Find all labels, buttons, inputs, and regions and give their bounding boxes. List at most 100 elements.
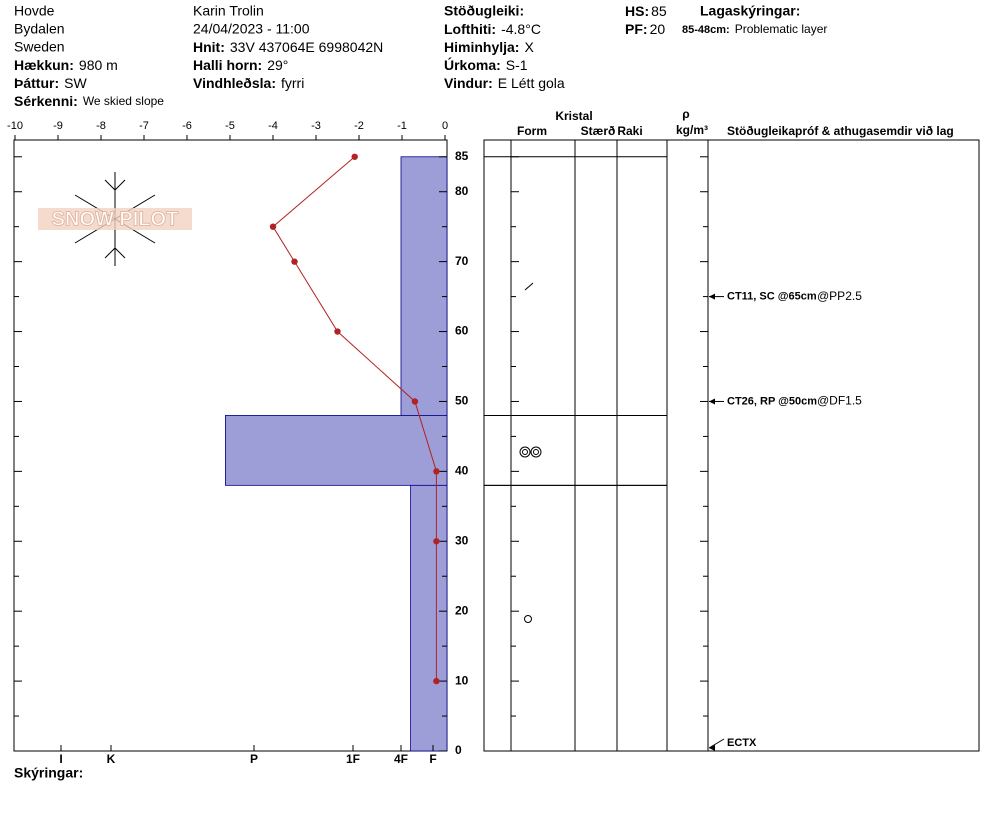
layer-note-label: 85-48cm: xyxy=(682,24,730,36)
arrow-head xyxy=(709,293,715,300)
hardness-bar xyxy=(410,484,448,752)
x-tick-label: -2 xyxy=(354,120,364,132)
table-header: Kristal xyxy=(555,109,592,123)
site-field-label: Sérkenni: xyxy=(14,93,78,109)
weather-field-value: X xyxy=(524,39,534,55)
slope-field-value: fyrri xyxy=(281,75,304,91)
table-header: Stöðugleikapróf & athugasemdir við lag xyxy=(727,124,954,138)
logo-band xyxy=(38,208,192,230)
weather-field-value: E Létt gola xyxy=(498,75,565,91)
y-tick-label: 80 xyxy=(455,184,469,198)
temperature-point xyxy=(433,468,440,475)
x-tick-label: -9 xyxy=(53,120,63,132)
x-tick-label: -1 xyxy=(397,120,407,132)
y-tick-label: 40 xyxy=(455,464,469,478)
y-tick-label: 60 xyxy=(455,324,469,338)
temperature-point xyxy=(291,258,298,265)
site-field: Þáttur: SW xyxy=(14,75,87,91)
footer: Skýringar: xyxy=(14,765,83,781)
hardness-bar xyxy=(400,156,448,416)
temperature-point xyxy=(433,677,440,685)
stability-label: Stöðugleiki: xyxy=(444,3,524,19)
y-tick-label: 20 xyxy=(455,603,469,617)
datetime: 24/04/2023 - 11:00 xyxy=(193,21,310,37)
location: Bydalen xyxy=(14,21,65,37)
table-header: Stærð xyxy=(581,124,616,138)
x-tick-label: -5 xyxy=(225,120,235,132)
hardness-tick-label: I xyxy=(59,752,62,766)
x-tick-label: -3 xyxy=(311,120,321,132)
arrow-head xyxy=(709,745,715,751)
y-tick-label: 30 xyxy=(455,533,469,547)
x-tick-label: -4 xyxy=(268,120,278,132)
slope-field-label: Halli horn: xyxy=(193,57,262,73)
y-tick-label: 0 xyxy=(455,743,462,757)
test-note: @DF1.5 xyxy=(817,394,862,408)
location: Hovde xyxy=(14,3,55,19)
slope-field-label: Hnit: xyxy=(193,39,225,55)
test-arrow xyxy=(708,738,725,749)
hs: HS: 85 xyxy=(625,3,667,19)
temperature-point xyxy=(411,398,419,405)
test-result: CT26, RP @50cm xyxy=(727,395,817,407)
hardness-tick-label: 4F xyxy=(394,752,408,766)
site-field-value: 980 m xyxy=(79,57,118,73)
temperature-point xyxy=(433,538,440,545)
table-header: ρ xyxy=(682,107,689,121)
y-tick-label: 70 xyxy=(455,254,469,268)
site-field: Sérkenni: We skied slope xyxy=(14,93,164,109)
x-tick-label: 0 xyxy=(442,120,448,132)
temperature-line xyxy=(272,156,437,682)
layer-note: 85-48cm: Problematic layer xyxy=(682,22,827,36)
y-tick-label: 85 xyxy=(455,149,469,163)
logo-text: SNOW PILOT xyxy=(52,208,179,230)
temperature-point xyxy=(269,223,277,230)
hardness-tick-label: P xyxy=(250,752,258,766)
x-tick-label: -6 xyxy=(182,120,192,132)
table-header: kg/m³ xyxy=(676,123,708,137)
slope-field: Halli horn: 29° xyxy=(193,57,288,73)
hs-label: HS: xyxy=(625,3,649,19)
hardness-tick-label: F xyxy=(429,752,436,766)
site-field-label: Hækkun: xyxy=(14,57,74,73)
hardness-bar xyxy=(224,415,448,486)
x-tick-label: -10 xyxy=(7,120,23,132)
slope-field-value: 33V 437064E 6998042N xyxy=(230,39,383,55)
y-tick-label: 50 xyxy=(455,394,469,408)
weather-field-label: Lofthiti: xyxy=(444,21,496,37)
slope-field-label: Vindhleðsla: xyxy=(193,75,276,91)
weather-field-value: -4.8°C xyxy=(501,21,541,37)
legend-title: Lagaskýringar: xyxy=(700,3,800,19)
weather-field: Vindur: E Létt gola xyxy=(444,75,565,91)
table-header: Form xyxy=(517,124,547,138)
temperature-point xyxy=(334,328,341,335)
test-result: ECTX xyxy=(727,737,757,749)
weather-field: Himinhylja: X xyxy=(444,39,534,55)
site-field-value: SW xyxy=(64,75,87,91)
pf-label: PF: xyxy=(625,21,648,37)
location: Sweden xyxy=(14,39,65,55)
pf: PF: 20 xyxy=(625,21,665,37)
site-field-value: We skied slope xyxy=(83,94,164,108)
test-note: @PP2.5 xyxy=(817,289,862,303)
table-header: Raki xyxy=(617,124,642,138)
site-field: Hækkun: 980 m xyxy=(14,57,118,73)
layer-table-frame xyxy=(483,139,980,752)
site-field-label: Þáttur: xyxy=(14,75,59,91)
slope-field-value: 29° xyxy=(267,57,288,73)
weather-field-label: Himinhylja: xyxy=(444,39,519,55)
weather-field-value: S-1 xyxy=(506,57,528,73)
pf-value: 20 xyxy=(650,21,666,37)
hs-value: 85 xyxy=(651,3,667,19)
arrow-head xyxy=(709,398,715,405)
y-tick-label: 10 xyxy=(455,673,469,687)
form-symbols xyxy=(519,282,542,623)
hardness-tick-label: 1F xyxy=(346,752,360,766)
test-result: CT11, SC @65cm xyxy=(727,291,817,303)
slope-field: Vindhleðsla: fyrri xyxy=(193,75,304,91)
temperature-point xyxy=(351,153,358,160)
x-tick-label: -8 xyxy=(96,120,106,132)
weather-field-label: Vindur: xyxy=(444,75,493,91)
weather-field: Úrkoma: S-1 xyxy=(444,56,528,73)
